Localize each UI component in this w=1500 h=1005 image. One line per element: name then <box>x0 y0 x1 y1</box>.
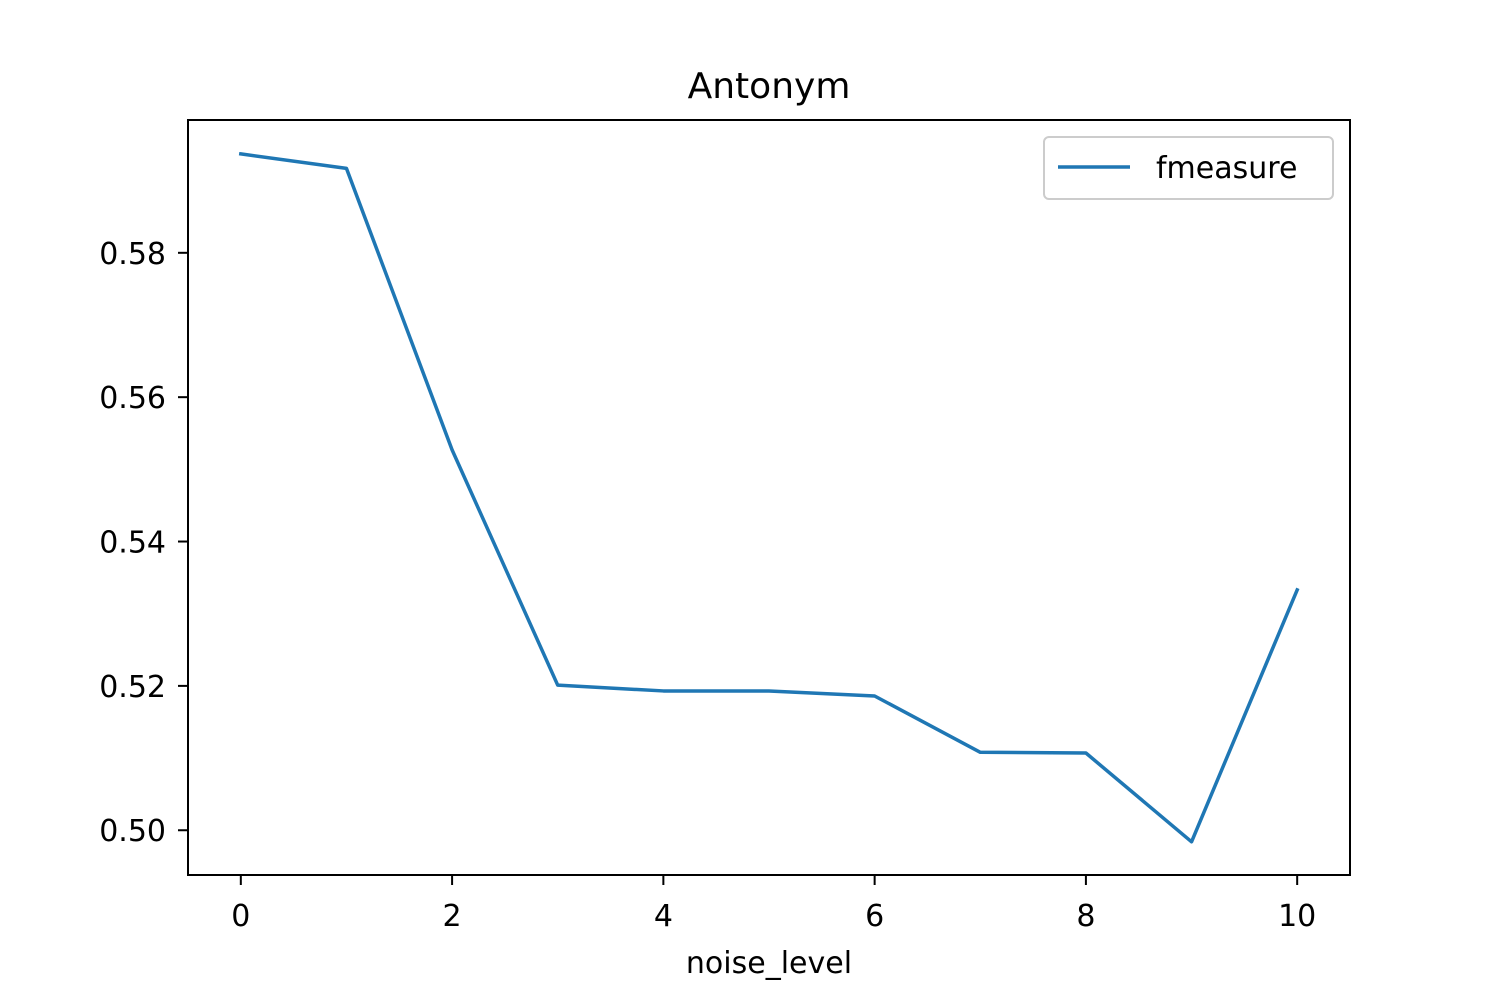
x-axis-label: noise_level <box>686 946 852 981</box>
x-tick-label: 6 <box>865 899 884 934</box>
x-tick-label: 0 <box>231 899 250 934</box>
x-tick-label: 10 <box>1278 899 1316 934</box>
x-tick-label: 4 <box>654 899 673 934</box>
y-tick-label: 0.52 <box>99 670 166 705</box>
plot-area <box>188 120 1350 875</box>
y-tick-label: 0.58 <box>99 237 166 272</box>
legend: fmeasure <box>1044 137 1333 199</box>
y-tick-label: 0.54 <box>99 526 166 561</box>
x-tick-label: 2 <box>443 899 462 934</box>
y-tick-label: 0.50 <box>99 814 166 849</box>
x-tick-label: 8 <box>1076 899 1095 934</box>
y-tick-label: 0.56 <box>99 381 166 416</box>
chart-title: Antonym <box>688 66 851 107</box>
legend-label: fmeasure <box>1156 151 1297 186</box>
